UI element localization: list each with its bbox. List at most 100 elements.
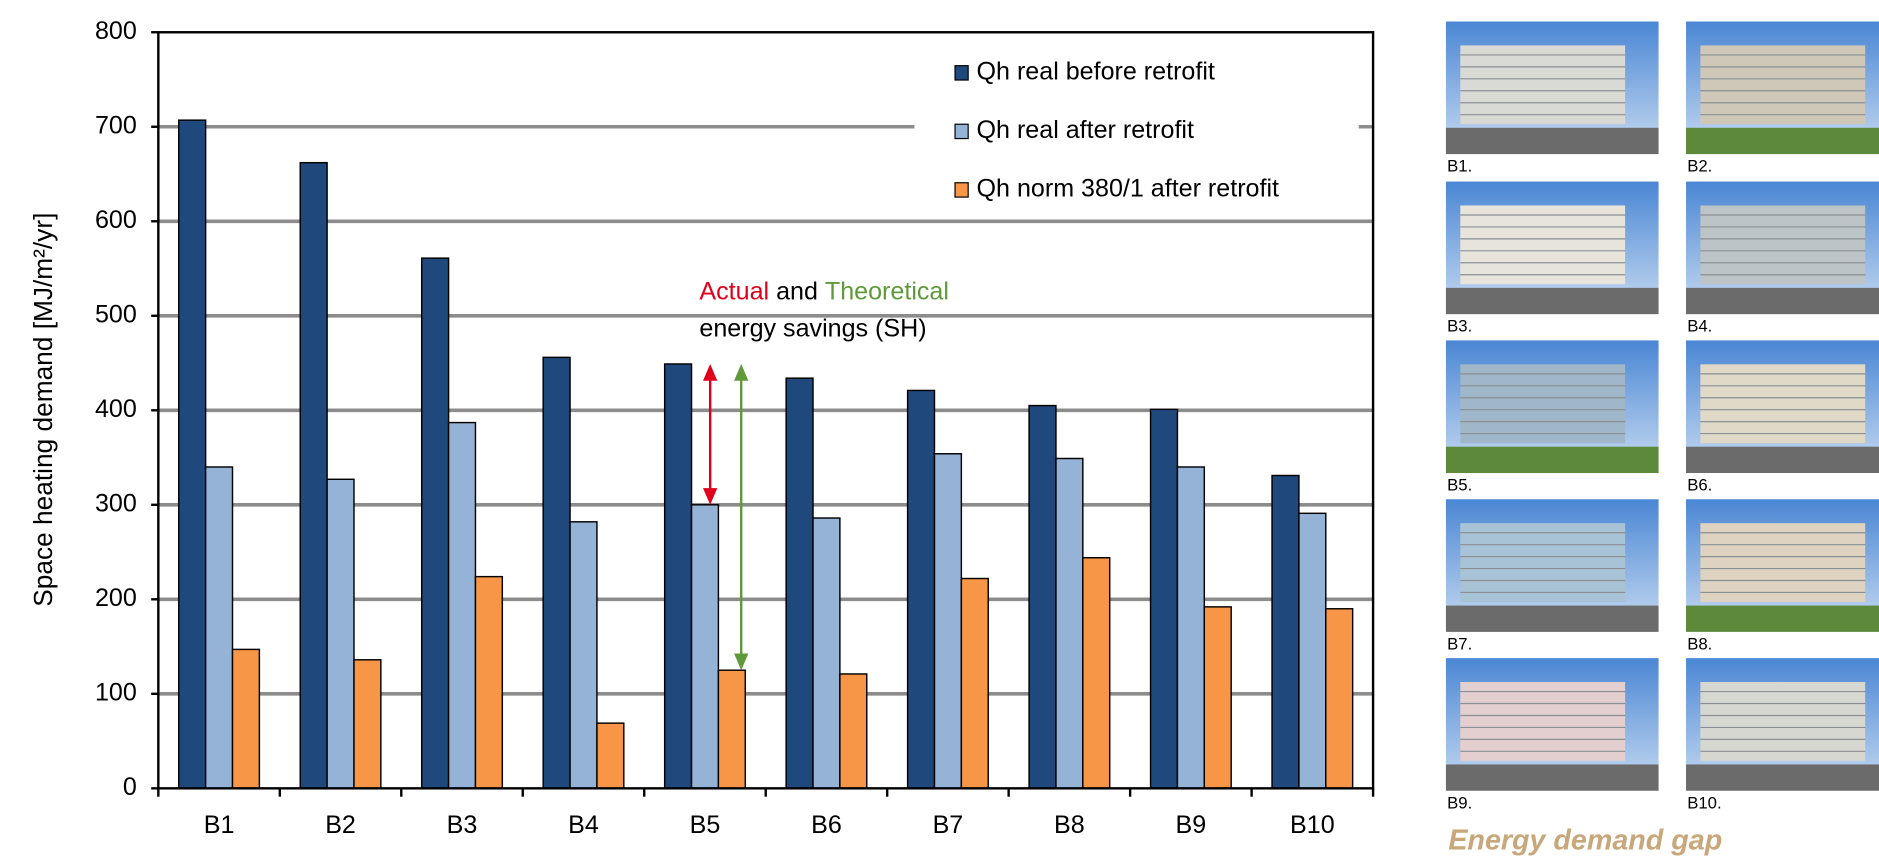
- plot-border: [157, 31, 1375, 790]
- photo-caption: B7.: [1447, 634, 1472, 653]
- photos-title: Energy demand gap: [1448, 825, 1722, 857]
- bar: [420, 257, 450, 790]
- photo-building: [1460, 205, 1626, 285]
- x-tick-label: B1: [204, 811, 235, 839]
- annotation-part: and: [776, 277, 818, 305]
- x-tick-label: B9: [1176, 811, 1207, 839]
- bar: [1271, 474, 1300, 790]
- bar: [231, 648, 261, 790]
- x-tick-label: B8: [1054, 811, 1085, 839]
- y-tick-label: 500: [95, 300, 137, 328]
- legend-swatch: [954, 123, 969, 140]
- bar: [178, 119, 207, 790]
- annotation-part: Actual: [699, 277, 769, 305]
- x-tick-label: B2: [325, 811, 356, 839]
- y-tick-label: 800: [95, 17, 137, 45]
- arrow-head: [734, 653, 749, 671]
- legend-label: Qh real before retrofit: [977, 57, 1215, 85]
- bar: [906, 389, 936, 790]
- legend-label: Qh norm 380/1 after retrofit: [977, 175, 1280, 203]
- annotation: energy savings (SH): [699, 314, 926, 342]
- x-tick-label: B6: [811, 811, 842, 839]
- bar: [1149, 408, 1179, 790]
- photo-ground: [1686, 287, 1879, 315]
- x-tick-label: B5: [690, 811, 721, 839]
- photo-building: [1460, 364, 1626, 444]
- photo-caption: B9.: [1447, 793, 1472, 812]
- bar: [299, 161, 328, 790]
- y-tick-label: 600: [95, 206, 137, 234]
- x-tick-label: B3: [447, 811, 478, 839]
- bar: [839, 673, 868, 790]
- photo-caption: B2.: [1687, 157, 1712, 176]
- annotation-part: Theoretical: [825, 277, 949, 305]
- photo-ground: [1445, 287, 1659, 315]
- bar: [690, 504, 720, 790]
- x-tick-label: B7: [933, 811, 964, 839]
- bar: [596, 722, 625, 790]
- x-tick-label: B4: [568, 811, 599, 839]
- bar: [1082, 557, 1111, 790]
- bar: [933, 453, 963, 790]
- photo-ground: [1686, 764, 1879, 791]
- legend-box: [914, 45, 1359, 219]
- bar: [474, 575, 504, 790]
- photo-ground: [1445, 764, 1659, 791]
- y-tick-label: 0: [123, 773, 137, 801]
- photo-building: [1700, 205, 1866, 285]
- bar: [1325, 608, 1354, 790]
- arrow-head: [703, 363, 718, 381]
- photo-caption: B6.: [1687, 476, 1712, 495]
- photo-ground: [1686, 446, 1879, 473]
- bar: [663, 363, 693, 790]
- photo-caption: B10.: [1687, 793, 1721, 812]
- y-tick-label: 100: [95, 678, 137, 706]
- bar: [960, 577, 989, 790]
- photo-building: [1700, 523, 1866, 602]
- photo-caption: B8.: [1687, 634, 1712, 653]
- photo-building: [1700, 364, 1866, 444]
- photo-ground: [1445, 446, 1659, 473]
- bar: [1298, 512, 1327, 790]
- photo-caption: B3.: [1447, 317, 1472, 336]
- bar: [326, 478, 355, 790]
- bar: [353, 659, 382, 790]
- photo-building: [1700, 45, 1866, 125]
- bar: [812, 517, 841, 790]
- x-tick-label: B10: [1290, 811, 1335, 839]
- bar: [1203, 606, 1232, 790]
- photo-building: [1460, 682, 1626, 761]
- bar: [1055, 457, 1084, 790]
- photo-building: [1700, 682, 1866, 761]
- arrow-head: [703, 488, 718, 505]
- bar: [447, 421, 477, 790]
- legend-label: Qh real after retrofit: [977, 116, 1194, 144]
- photo-caption: B4.: [1687, 317, 1712, 336]
- photo-building: [1460, 523, 1626, 602]
- bar: [542, 356, 571, 790]
- bar: [1176, 466, 1206, 790]
- photo-caption: B1.: [1447, 157, 1472, 176]
- photo-caption: B5.: [1447, 476, 1472, 495]
- legend-swatch: [954, 65, 969, 81]
- annotation: Actual and Theoretical: [699, 277, 949, 305]
- photo-ground: [1686, 605, 1879, 632]
- y-tick-label: 200: [95, 584, 137, 612]
- y-tick-label: 400: [95, 395, 137, 423]
- photo-ground: [1445, 605, 1659, 632]
- bar: [204, 466, 234, 790]
- arrow-head: [734, 363, 749, 381]
- bar: [569, 521, 598, 790]
- photo-building: [1460, 45, 1626, 125]
- bar: [717, 669, 747, 790]
- legend-swatch: [954, 182, 969, 198]
- y-tick-label: 700: [95, 111, 137, 139]
- bar: [1028, 404, 1057, 790]
- y-tick-label: 300: [95, 489, 137, 517]
- photo-ground: [1686, 127, 1879, 155]
- photo-ground: [1445, 127, 1659, 155]
- y-axis-label: Space heating demand [MJ/m²/yr]: [28, 213, 58, 607]
- bar: [785, 377, 814, 790]
